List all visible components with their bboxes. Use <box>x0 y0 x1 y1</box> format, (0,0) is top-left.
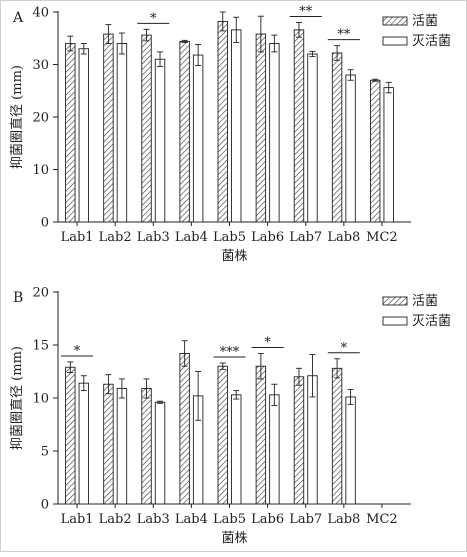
bar-inactivated <box>231 29 242 223</box>
x-axis-title: 菌株 <box>221 531 247 546</box>
y-tick-label: 20 <box>32 286 49 301</box>
legend-label: 灭活菌 <box>412 34 451 49</box>
y-tick-label: 10 <box>32 163 49 178</box>
x-tick-label: Lab1 <box>61 512 94 527</box>
bar-live <box>103 383 114 505</box>
x-tick-label: Lab6 <box>251 230 284 245</box>
bar-live <box>255 33 267 223</box>
bar-inactivated <box>78 382 90 505</box>
x-tick-label: Lab8 <box>327 230 360 245</box>
bar-inactivated <box>154 58 166 223</box>
x-tick-label: Lab4 <box>175 230 208 245</box>
bar-live <box>369 79 381 223</box>
x-tick-label: MC2 <box>366 230 398 245</box>
y-axis-title: 抑菌圈直径 (mm) <box>10 346 25 450</box>
bar-live <box>331 367 343 505</box>
y-tick-label: 30 <box>32 58 49 73</box>
legend-label: 灭活菌 <box>412 314 451 329</box>
x-tick-label: Lab5 <box>213 512 246 527</box>
significance-label: * <box>341 341 348 356</box>
x-tick-label: Lab3 <box>137 230 170 245</box>
x-tick-label: Lab8 <box>327 512 360 527</box>
x-tick-label: Lab7 <box>289 230 322 245</box>
y-tick-label: 15 <box>32 339 49 354</box>
bar-inactivated <box>345 396 356 505</box>
legend-label: 活菌 <box>412 294 438 309</box>
bar-inactivated <box>307 53 318 223</box>
bar-live <box>141 388 152 505</box>
significance-label: ** <box>299 5 313 20</box>
legend-label: 活菌 <box>412 14 438 29</box>
bar-inactivated <box>78 48 90 223</box>
bar-live <box>293 29 305 223</box>
bar-live <box>179 40 190 223</box>
bar-live <box>293 376 305 505</box>
bar-inactivated <box>116 388 128 505</box>
y-tick-label: 0 <box>41 216 49 231</box>
x-tick-label: Lab6 <box>251 512 284 527</box>
x-axis-title: 菌株 <box>221 249 247 264</box>
x-tick-label: Lab2 <box>99 230 132 245</box>
legend-swatch <box>382 296 408 306</box>
y-tick-label: 0 <box>41 498 49 513</box>
significance-label: * <box>264 335 271 350</box>
bar-live <box>331 52 343 223</box>
significance-label: * <box>74 344 81 359</box>
x-tick-label: MC2 <box>366 512 398 527</box>
bar-inactivated <box>231 394 242 505</box>
bar-live <box>65 43 76 223</box>
bar-live <box>179 353 190 505</box>
bar-live <box>217 21 228 223</box>
x-tick-label: Lab2 <box>99 512 132 527</box>
bar-inactivated <box>345 74 356 223</box>
bar-live <box>141 34 152 223</box>
y-tick-label: 10 <box>32 392 49 407</box>
bar-inactivated <box>192 54 204 223</box>
y-tick-label: 40 <box>32 6 49 21</box>
y-axis-title: 抑菌圈直径 (mm) <box>10 65 25 169</box>
y-tick-label: 20 <box>32 111 49 126</box>
x-tick-label: Lab1 <box>61 230 94 245</box>
legend-swatch <box>382 36 408 46</box>
x-tick-label: Lab3 <box>137 512 170 527</box>
legend-swatch <box>382 316 408 326</box>
bar-live <box>217 365 228 505</box>
bar-live <box>255 365 267 505</box>
bar-inactivated <box>116 43 128 223</box>
x-tick-label: Lab7 <box>289 512 322 527</box>
panel-label: A <box>12 10 24 26</box>
significance-label: *** <box>220 345 240 360</box>
x-tick-label: Lab5 <box>213 230 246 245</box>
x-tick-label: Lab4 <box>175 512 208 527</box>
y-tick-label: 5 <box>41 445 49 460</box>
bar-inactivated <box>154 401 166 505</box>
bar-live <box>103 33 114 223</box>
bar-inactivated <box>269 394 280 505</box>
legend-swatch <box>382 16 408 26</box>
panel-label: B <box>13 290 23 306</box>
bar-inactivated <box>383 87 394 223</box>
significance-label: ** <box>337 28 351 43</box>
bar-live <box>65 366 76 505</box>
significance-label: * <box>150 11 157 26</box>
bar-inactivated <box>269 43 280 223</box>
